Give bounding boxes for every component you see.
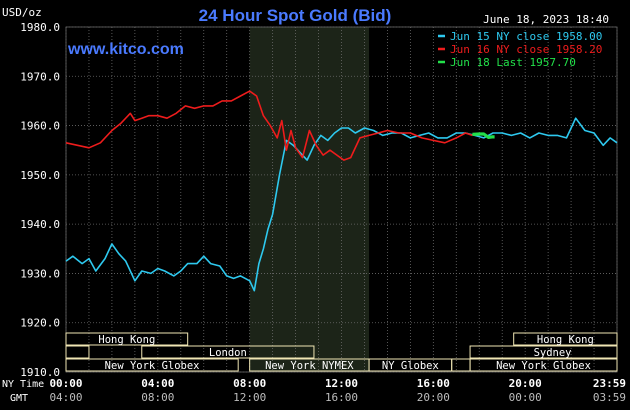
axis-labels: 1980.0 1970.0 1960.0 1950.0 1940.0 1930.0 1920… <box>2 21 626 404</box>
y-tick-label: 1960.0 <box>20 120 60 133</box>
legend-entry-jun16: Jun 16 NY close 1958.20 <box>450 43 602 56</box>
date-stamp: June 18, 2023 18:40 <box>483 13 609 26</box>
session-band <box>469 358 618 372</box>
y-tick-label: 1930.0 <box>20 267 60 280</box>
session-label: New York Globex <box>496 360 591 372</box>
ny-tick-label: 16:00 <box>417 377 450 390</box>
gmt-axis-label: GMT <box>10 393 28 404</box>
ny-time-axis-label: NY Time <box>2 379 44 390</box>
price-series-lines <box>65 90 618 292</box>
legend-entry-jun15: Jun 15 NY close 1958.00 <box>450 30 602 43</box>
series-line-jun16 <box>65 90 473 161</box>
gmt-tick-label: 20:00 <box>417 391 450 404</box>
gmt-tick-label: 04:00 <box>49 391 82 404</box>
y-tick-label: 1970.0 <box>20 70 60 83</box>
session-label: Sydney <box>534 347 572 359</box>
y-tick-label: 1940.0 <box>20 218 60 231</box>
gmt-tick-label: 00:00 <box>509 391 542 404</box>
session-label: New York NYMEX <box>265 360 354 372</box>
plot-frame <box>65 26 618 373</box>
session-label: NY Globex <box>382 360 439 372</box>
y-tick-label: 1980.0 <box>20 21 60 34</box>
brand-watermark: www.kitco.com <box>67 41 184 58</box>
session-label: London <box>209 347 247 359</box>
series-line-jun15 <box>65 117 618 292</box>
session-label: Hong Kong <box>537 334 594 346</box>
nymex-highlight-band <box>249 27 370 372</box>
y-tick-label: 1910.0 <box>20 366 60 379</box>
ny-tick-label: 12:00 <box>325 377 358 390</box>
ny-tick-label: 00:00 <box>49 377 82 390</box>
gmt-tick-label: 03:59 <box>593 391 626 404</box>
session-stub <box>65 345 90 359</box>
session-label: Hong Kong <box>98 334 155 346</box>
gmt-tick-label: 08:00 <box>141 391 174 404</box>
gmt-tick-label: 16:00 <box>325 391 358 404</box>
session-band <box>65 358 239 372</box>
session-band <box>141 345 315 359</box>
session-band <box>65 332 189 346</box>
chart-title: 24 Hour Spot Gold (Bid) <box>199 6 392 25</box>
legend-entry-jun18: Jun 18 Last 1957.70 <box>450 56 576 69</box>
session-label: New York Globex <box>105 360 200 372</box>
gmt-tick-label: 12:00 <box>233 391 266 404</box>
ny-tick-label: 04:00 <box>141 377 174 390</box>
y-tick-label: 1920.0 <box>20 317 60 330</box>
series-line-jun18 <box>472 132 495 139</box>
ny-tick-label: 20:00 <box>509 377 542 390</box>
ny-tick-label: 23:59 <box>593 377 626 390</box>
market-session-bands: Hong Kong London New York Globex New York N… <box>65 332 618 372</box>
session-band <box>469 345 618 359</box>
y-tick-label: 1950.0 <box>20 169 60 182</box>
plot-background-layer <box>249 27 370 372</box>
session-band <box>368 358 453 372</box>
session-band <box>513 332 618 346</box>
units-label: USD/oz <box>2 6 42 19</box>
gridlines <box>65 26 618 373</box>
ny-tick-label: 08:00 <box>233 377 266 390</box>
